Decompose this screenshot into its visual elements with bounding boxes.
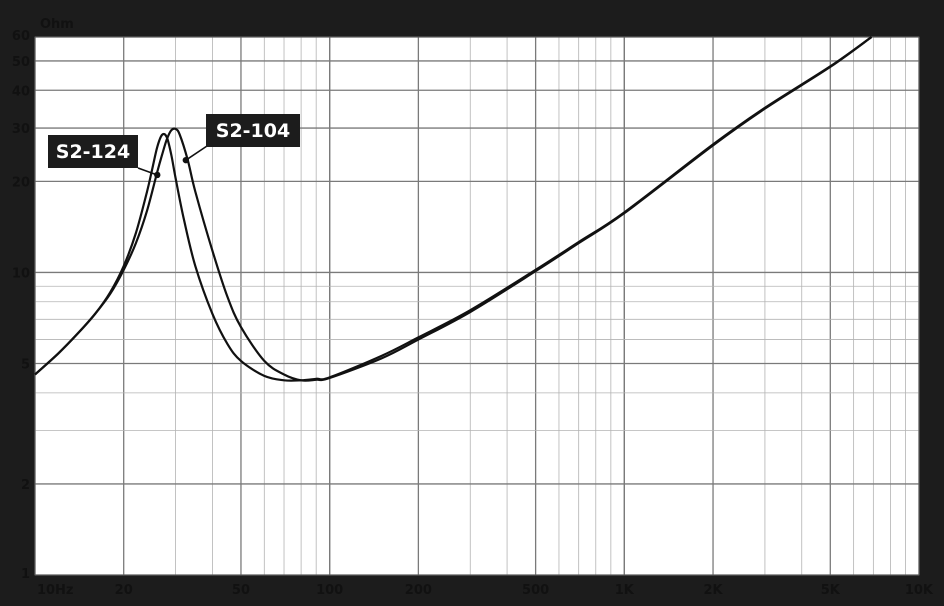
x-tick-label: 10K (905, 583, 934, 598)
x-unit-label: Hz (55, 583, 73, 598)
series-callouts: S2-124 S2-104 (48, 114, 300, 179)
impedance-curves (34, 36, 873, 382)
y-tick-label: 5 (21, 358, 30, 373)
plot-border (34, 36, 920, 576)
y-tick-label: 60 (12, 29, 30, 44)
series-line-s2-104 (34, 36, 873, 382)
callout-dot (154, 171, 161, 179)
y-tick-label: 50 (12, 55, 30, 70)
x-tick-label: 200 (405, 583, 432, 598)
x-tick-label: 20 (115, 583, 133, 598)
callout-dot (182, 156, 190, 164)
callout-box (206, 114, 300, 147)
y-tick-label: 40 (12, 84, 30, 99)
y-tick-label: 10 (12, 266, 30, 281)
x-tick-label: 500 (522, 583, 549, 598)
y-tick-label: 1 (21, 567, 30, 582)
callout-label: S2-124 (56, 141, 130, 163)
y-tick-label: 2 (21, 478, 30, 493)
x-tick-label: 1K (615, 583, 635, 598)
x-tick-label: 2K (703, 583, 723, 598)
x-tick-label: 5K (821, 583, 841, 598)
x-tick-label: 10 (37, 583, 55, 598)
x-tick-label: 100 (316, 583, 343, 598)
x-tick-labels: 10 20 50 100 200 500 1K 2K 5K 10K (37, 583, 934, 598)
callout-leader (137, 167, 158, 176)
y-unit-label: Ohm (40, 17, 74, 32)
callout-box (48, 135, 138, 168)
y-tick-label: 20 (12, 175, 30, 190)
y-tick-labels: 1 2 5 10 20 30 40 50 60 (12, 29, 30, 582)
callout-label: S2-104 (216, 120, 290, 142)
y-tick-label: 30 (12, 122, 30, 137)
x-tick-label: 50 (232, 583, 250, 598)
callout-leader (185, 145, 208, 161)
